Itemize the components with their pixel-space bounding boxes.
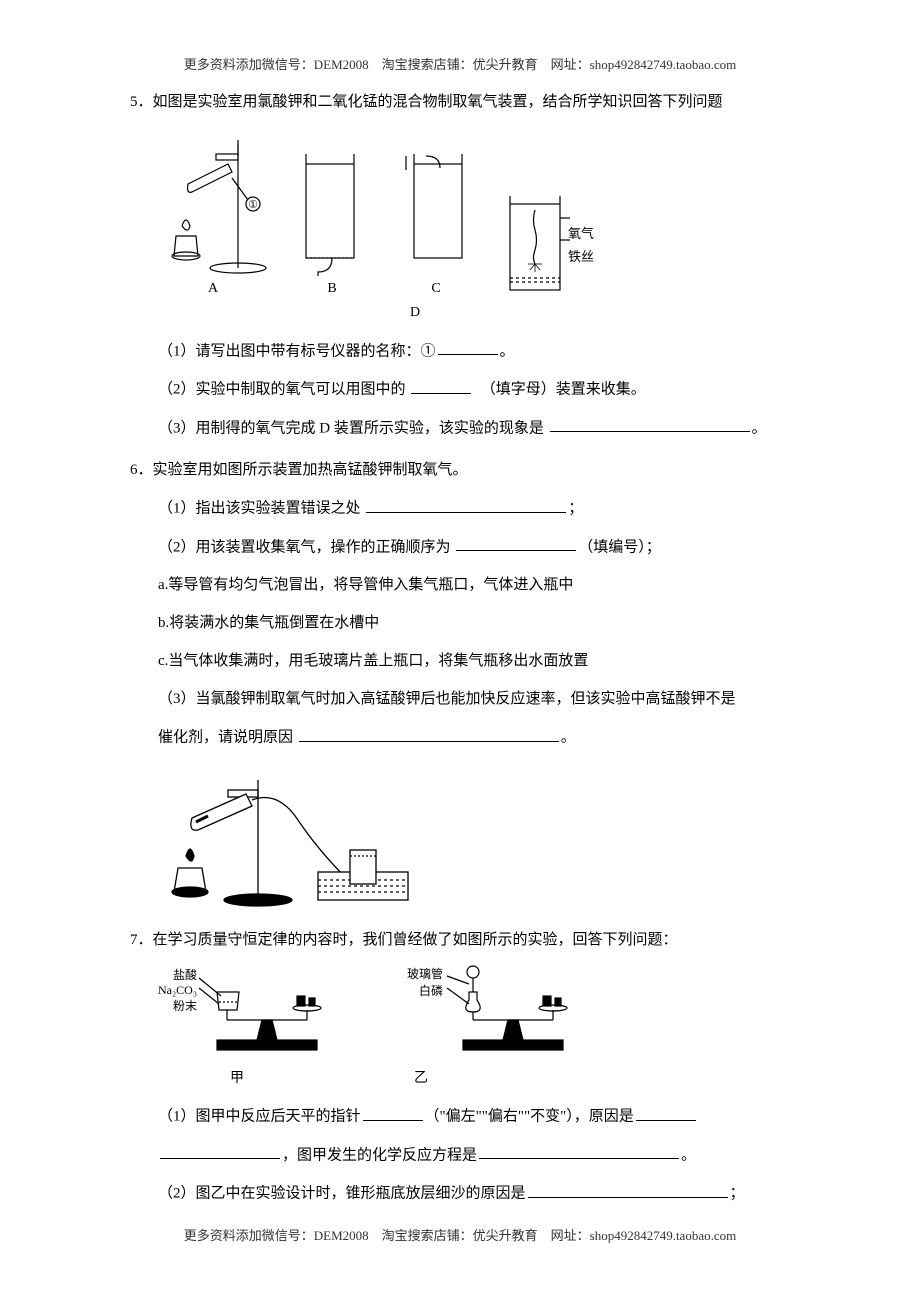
q6-stem: 6．实验室用如图所示装置加热高锰酸钾制取氧气。 (130, 458, 790, 482)
q5-fig-d: 氧气 铁丝 (500, 190, 594, 300)
page-footer: 更多资料添加微信号：DEM2008 淘宝搜索店铺：优尖升教育 网址：shop49… (0, 1226, 920, 1247)
q5-s3a: （3）用制得的氧气完成 D 装置所示实验，该实验的现象是 (158, 420, 548, 436)
q7-number: 7． (130, 932, 153, 948)
blank (636, 1104, 696, 1121)
blank (456, 535, 576, 552)
q5-figures: ① A B (158, 126, 790, 300)
q5-s2a: （2）实验中制取的氧气可以用图中的 (158, 382, 409, 398)
q7-label-left: 甲 (230, 1068, 244, 1090)
q6-opt-b: b.将装满水的集气瓶倒置在水槽中 (158, 611, 790, 635)
q7-annot-phos: 白磷 (407, 983, 443, 1000)
q7-stem: 7．在学习质量守恒定律的内容时，我们曾经做了如图所示的实验，回答下列问题： (130, 928, 790, 952)
q6-sub3b: 催化剂，请说明原因 。 (158, 725, 790, 750)
q5-label-c: C (396, 278, 476, 300)
q7-label-right: 乙 (414, 1068, 428, 1090)
page-header: 更多资料添加微信号：DEM2008 淘宝搜索店铺：优尖升教育 网址：shop49… (0, 55, 920, 76)
q5-sub1: （1）请写出图中带有标号仪器的名称：① 。 (158, 339, 790, 364)
q6-text: 实验室用如图所示装置加热高锰酸钾制取氧气。 (153, 462, 468, 478)
blank (438, 339, 498, 356)
q7-s2b: ； (730, 1186, 745, 1202)
balance-left-icon (197, 962, 337, 1062)
q6-sub2: （2）用该装置收集氧气，操作的正确顺序为 （填编号）； (158, 535, 790, 560)
q5-sub3: （3）用制得的氧气完成 D 装置所示实验，该实验的现象是 。 (158, 416, 790, 441)
q7-annot-na2co3: Na₂CO₃ (158, 983, 197, 999)
balance-right-icon (443, 962, 583, 1062)
q6-s3c: 。 (561, 730, 576, 746)
blank (299, 725, 559, 742)
q5-label-b: B (292, 278, 372, 300)
q5-label-a: A (158, 278, 268, 300)
q7-annot-tube: 玻璃管 (407, 966, 443, 983)
q7-fig-right: 玻璃管 白磷 (407, 962, 583, 1062)
q7-sub1b: ，图甲发生的化学反应方程是 。 (158, 1143, 790, 1168)
q6-s1b: ； (568, 501, 583, 517)
q5-text: 如图是实验室用氯酸钾和二氧化锰的混合物制取氧气装置，结合所学知识回答下列问题 (153, 94, 723, 110)
q5-s1-end: 。 (500, 343, 515, 359)
q7-annot-powder: 粉末 (158, 999, 197, 1015)
apparatus-q6-icon (158, 760, 418, 910)
q7-sub1: （1）图甲中反应后天平的指针 （"偏左""偏右""不变"），原因是 (158, 1104, 790, 1129)
q7-s1b: （"偏左""偏右""不变"），原因是 (425, 1109, 634, 1125)
q6-figure (158, 760, 790, 910)
q6-s1a: （1）指出该实验装置错误之处 (158, 501, 364, 517)
q6-s2b: （填编号）； (578, 539, 661, 555)
q6-s3b-text: 催化剂，请说明原因 (158, 730, 297, 746)
q7-s1d: 。 (681, 1147, 696, 1163)
q7-sub2: （2）图乙中在实验设计时，锥形瓶底放层细沙的原因是 ； (158, 1181, 790, 1206)
q5-fig-c: C (396, 146, 476, 300)
q6-s2a: （2）用该装置收集氧气，操作的正确顺序为 (158, 539, 454, 555)
q7-text: 在学习质量守恒定律的内容时，我们曾经做了如图所示的实验，回答下列问题： (153, 932, 678, 948)
q5-fig-b: B (292, 146, 372, 300)
blank (363, 1104, 423, 1121)
q5-fig-a: ① A (158, 126, 268, 300)
apparatus-b-icon (292, 146, 372, 276)
apparatus-d-icon (500, 190, 570, 300)
blank (411, 377, 471, 394)
q6-opt-a: a.等导管有均匀气泡冒出，将导管伸入集气瓶口，气体进入瓶中 (158, 573, 790, 597)
blank (528, 1181, 728, 1198)
q5-number: 5． (130, 94, 153, 110)
q7-annot-hcl: 盐酸 (158, 968, 197, 984)
q5-annot-wire: 铁丝 (568, 245, 594, 268)
page-content: 5．如图是实验室用氯酸钾和二氧化锰的混合物制取氧气装置，结合所学知识回答下列问题 (130, 90, 790, 1206)
q5-s3b: 。 (752, 420, 767, 436)
q5-annot-oxygen: 氧气 (568, 222, 594, 245)
q5-stem: 5．如图是实验室用氯酸钾和二氧化锰的混合物制取氧气装置，结合所学知识回答下列问题 (130, 90, 790, 114)
q7-s2a: （2）图乙中在实验设计时，锥形瓶底放层细沙的原因是 (158, 1186, 526, 1202)
q6-number: 6． (130, 462, 153, 478)
q7-s1a: （1）图甲中反应后天平的指针 (158, 1109, 361, 1125)
apparatus-a-icon: ① (158, 126, 268, 276)
blank (550, 416, 750, 433)
q6-sub1: （1）指出该实验装置错误之处 ； (158, 496, 790, 521)
q5-s1-text: （1）请写出图中带有标号仪器的名称：① (158, 343, 436, 359)
blank (479, 1143, 679, 1160)
q5-label-circle1: ① (248, 199, 258, 211)
q7-figures: 盐酸 Na₂CO₃ 粉末 (158, 962, 790, 1062)
q7-fig-left: 盐酸 Na₂CO₃ 粉末 (158, 962, 337, 1062)
q5-label-d: D (410, 302, 790, 324)
q6-sub3a: （3）当氯酸钾制取氧气时加入高锰酸钾后也能加快反应速率，但该实验中高锰酸钾不是 (158, 687, 790, 711)
q5-s2b: （填字母）装置来收集。 (488, 382, 646, 398)
blank (160, 1143, 280, 1160)
blank (366, 496, 566, 513)
apparatus-c-icon (396, 146, 476, 276)
q7-s1c: ，图甲发生的化学反应方程是 (282, 1147, 477, 1163)
q5-sub2: （2）实验中制取的氧气可以用图中的 （填字母）装置来收集。 (158, 377, 790, 402)
q6-opt-c: c.当气体收集满时，用毛玻璃片盖上瓶口，将集气瓶移出水面放置 (158, 649, 790, 673)
